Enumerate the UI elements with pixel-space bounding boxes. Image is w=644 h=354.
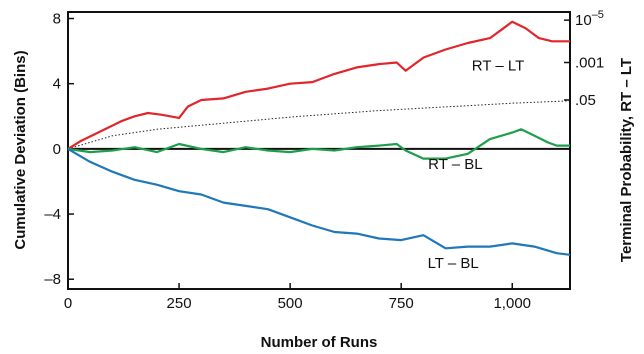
series-layer bbox=[67, 20, 571, 256]
right-tick-exponent: –5 bbox=[592, 9, 604, 21]
x-tick-label: 250 bbox=[167, 295, 192, 312]
x-tick-label: 0 bbox=[64, 295, 72, 312]
series-line-rt-bl bbox=[67, 128, 570, 160]
y-tick-label: 8 bbox=[53, 11, 61, 28]
series-line-rt-lt bbox=[67, 20, 570, 150]
x-tick-label: 500 bbox=[278, 295, 303, 312]
x-tick-label: 750 bbox=[389, 295, 414, 312]
series-label-rt-bl: RT – BL bbox=[428, 156, 482, 173]
reference-probability-curve bbox=[67, 100, 571, 150]
series-line-lt-bl bbox=[67, 147, 571, 256]
y-tick-label: 0 bbox=[53, 141, 61, 158]
series-label-lt-bl: LT – BL bbox=[428, 255, 479, 272]
y-tick-label: –4 bbox=[44, 206, 61, 223]
plot-frame bbox=[67, 11, 571, 290]
y-tick-label: –8 bbox=[44, 271, 61, 288]
series-label-rt-lt: RT – LT bbox=[472, 58, 525, 75]
x-tick-label: 1,000 bbox=[493, 295, 531, 312]
right-tick-label: 10–5 bbox=[575, 9, 604, 29]
y-tick-label: 4 bbox=[53, 76, 61, 93]
y-axis-title: Cumulative Deviation (Bins) bbox=[12, 50, 29, 249]
labels-layer: RT – LT RT – BL LT – BL bbox=[428, 58, 525, 272]
right-tick-label: .001 bbox=[575, 55, 604, 72]
right-axis-title: Terminal Probability, RT – LT bbox=[618, 58, 635, 262]
right-tick-label: .05 bbox=[575, 92, 596, 109]
x-axis-title: Number of Runs bbox=[261, 334, 378, 351]
ticks-layer: 0 250 500 750 1,000 8 4 0 –4 –8 10–5 .001 .05 bbox=[44, 9, 604, 312]
